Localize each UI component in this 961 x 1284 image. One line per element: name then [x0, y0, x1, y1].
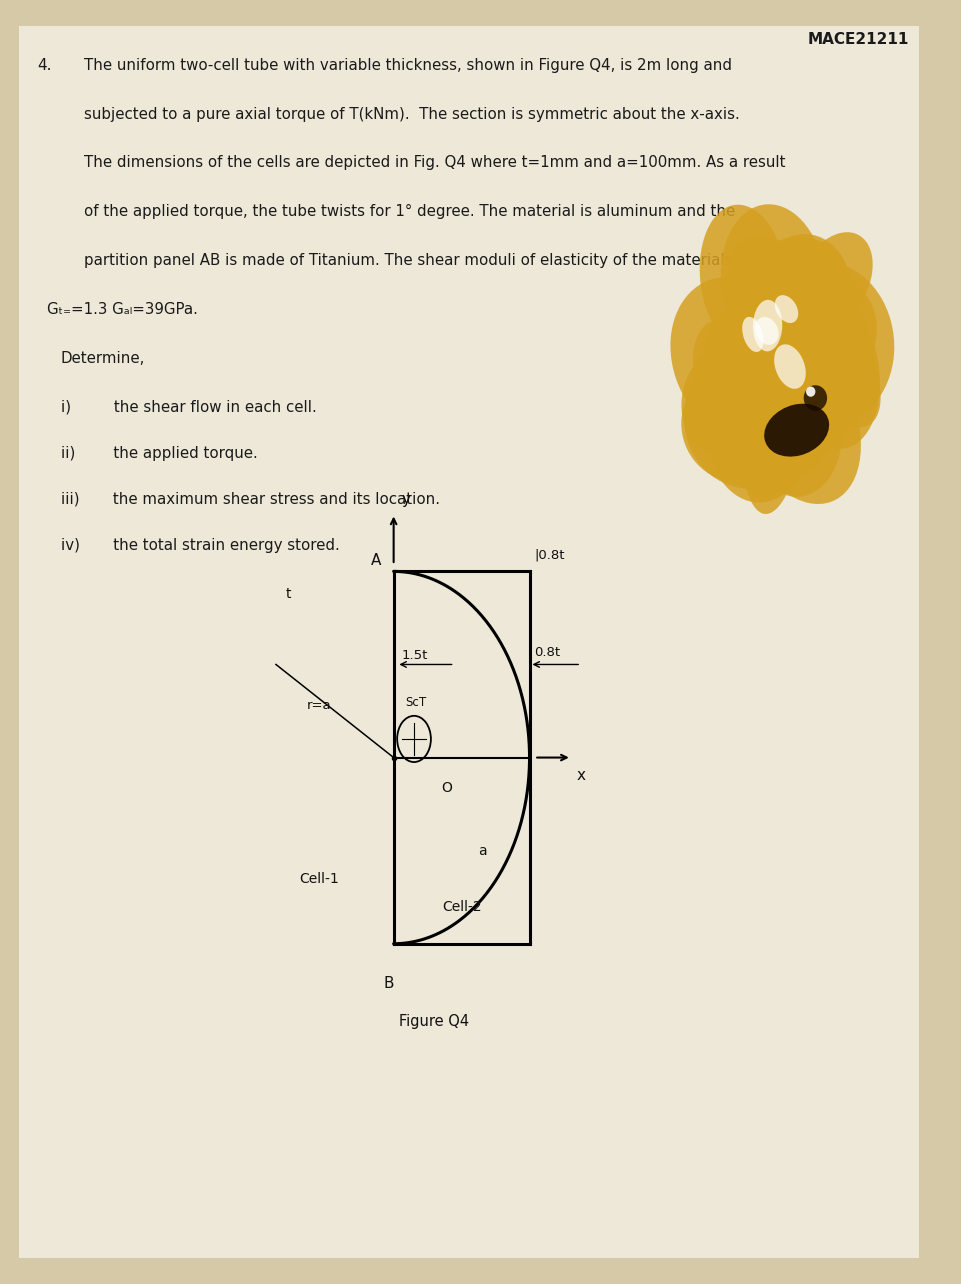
Ellipse shape	[746, 262, 850, 388]
Text: iii)       the maximum shear stress and its location.: iii) the maximum shear stress and its lo…	[61, 492, 440, 507]
Text: The uniform two-cell tube with variable thickness, shown in Figure Q4, is 2m lon: The uniform two-cell tube with variable …	[85, 58, 732, 73]
Text: Figure Q4: Figure Q4	[400, 1014, 470, 1030]
Ellipse shape	[727, 238, 849, 345]
Ellipse shape	[773, 306, 840, 434]
Ellipse shape	[775, 295, 799, 324]
Text: of the applied torque, the tube twists for 1° degree. The material is aluminum a: of the applied torque, the tube twists f…	[85, 204, 735, 220]
Ellipse shape	[742, 317, 763, 352]
Text: r=a: r=a	[307, 698, 332, 711]
Ellipse shape	[671, 277, 802, 438]
Ellipse shape	[755, 317, 778, 345]
Ellipse shape	[727, 236, 813, 335]
Ellipse shape	[806, 386, 815, 397]
Ellipse shape	[775, 344, 805, 389]
Ellipse shape	[684, 336, 831, 489]
Ellipse shape	[681, 367, 796, 483]
Ellipse shape	[784, 339, 875, 461]
Text: O: O	[441, 781, 452, 795]
Text: The dimensions of the cells are depicted in Fig. Q4 where t=1mm and a=100mm. As : The dimensions of the cells are depicted…	[85, 155, 786, 171]
Ellipse shape	[700, 204, 787, 352]
Ellipse shape	[706, 358, 812, 502]
Ellipse shape	[775, 280, 880, 449]
Text: |0.8t: |0.8t	[534, 548, 565, 561]
Text: iv)       the total strain energy stored.: iv) the total strain energy stored.	[61, 538, 339, 553]
Ellipse shape	[791, 263, 849, 386]
Text: a: a	[478, 844, 486, 858]
Ellipse shape	[693, 318, 792, 464]
Ellipse shape	[741, 334, 804, 514]
Ellipse shape	[753, 300, 782, 352]
Ellipse shape	[795, 232, 873, 331]
Ellipse shape	[752, 374, 842, 497]
Text: Sc: Sc	[406, 696, 419, 709]
Text: partition panel AB is made of Titanium. The shear moduli of elasticity of the ma: partition panel AB is made of Titanium. …	[85, 253, 767, 268]
Ellipse shape	[803, 385, 827, 411]
Text: i)         the shear flow in each cell.: i) the shear flow in each cell.	[61, 399, 317, 415]
Ellipse shape	[733, 312, 814, 421]
Ellipse shape	[734, 330, 861, 505]
Ellipse shape	[764, 403, 829, 457]
FancyBboxPatch shape	[19, 26, 919, 1258]
Text: Gₜ₌=1.3 Gₐₗ=39GPa.: Gₜ₌=1.3 Gₐₗ=39GPa.	[47, 302, 198, 317]
Ellipse shape	[734, 329, 826, 461]
Ellipse shape	[703, 312, 791, 498]
Text: MACE21211: MACE21211	[808, 32, 909, 48]
Text: x: x	[577, 768, 585, 783]
Ellipse shape	[761, 276, 876, 398]
Text: A: A	[371, 552, 382, 568]
Ellipse shape	[762, 262, 895, 424]
Text: Cell-2: Cell-2	[442, 900, 481, 913]
Text: T: T	[419, 696, 427, 709]
Ellipse shape	[681, 334, 801, 458]
Ellipse shape	[775, 279, 880, 428]
Text: Cell-1: Cell-1	[299, 872, 339, 886]
Text: t: t	[285, 587, 291, 601]
Text: B: B	[383, 976, 394, 991]
Ellipse shape	[720, 334, 814, 457]
Ellipse shape	[721, 204, 825, 357]
Ellipse shape	[746, 347, 838, 478]
Ellipse shape	[722, 325, 824, 467]
Ellipse shape	[734, 234, 853, 394]
Ellipse shape	[701, 339, 780, 438]
Text: subjected to a pure axial torque of T(kNm).  The section is symmetric about the : subjected to a pure axial torque of T(kN…	[85, 107, 740, 122]
Text: ii)        the applied torque.: ii) the applied torque.	[61, 446, 258, 461]
Text: 1.5t: 1.5t	[401, 648, 428, 663]
Text: y: y	[401, 492, 410, 507]
Text: 4.: 4.	[37, 58, 52, 73]
Text: Determine,: Determine,	[61, 351, 145, 366]
Text: 0.8t: 0.8t	[534, 646, 560, 660]
